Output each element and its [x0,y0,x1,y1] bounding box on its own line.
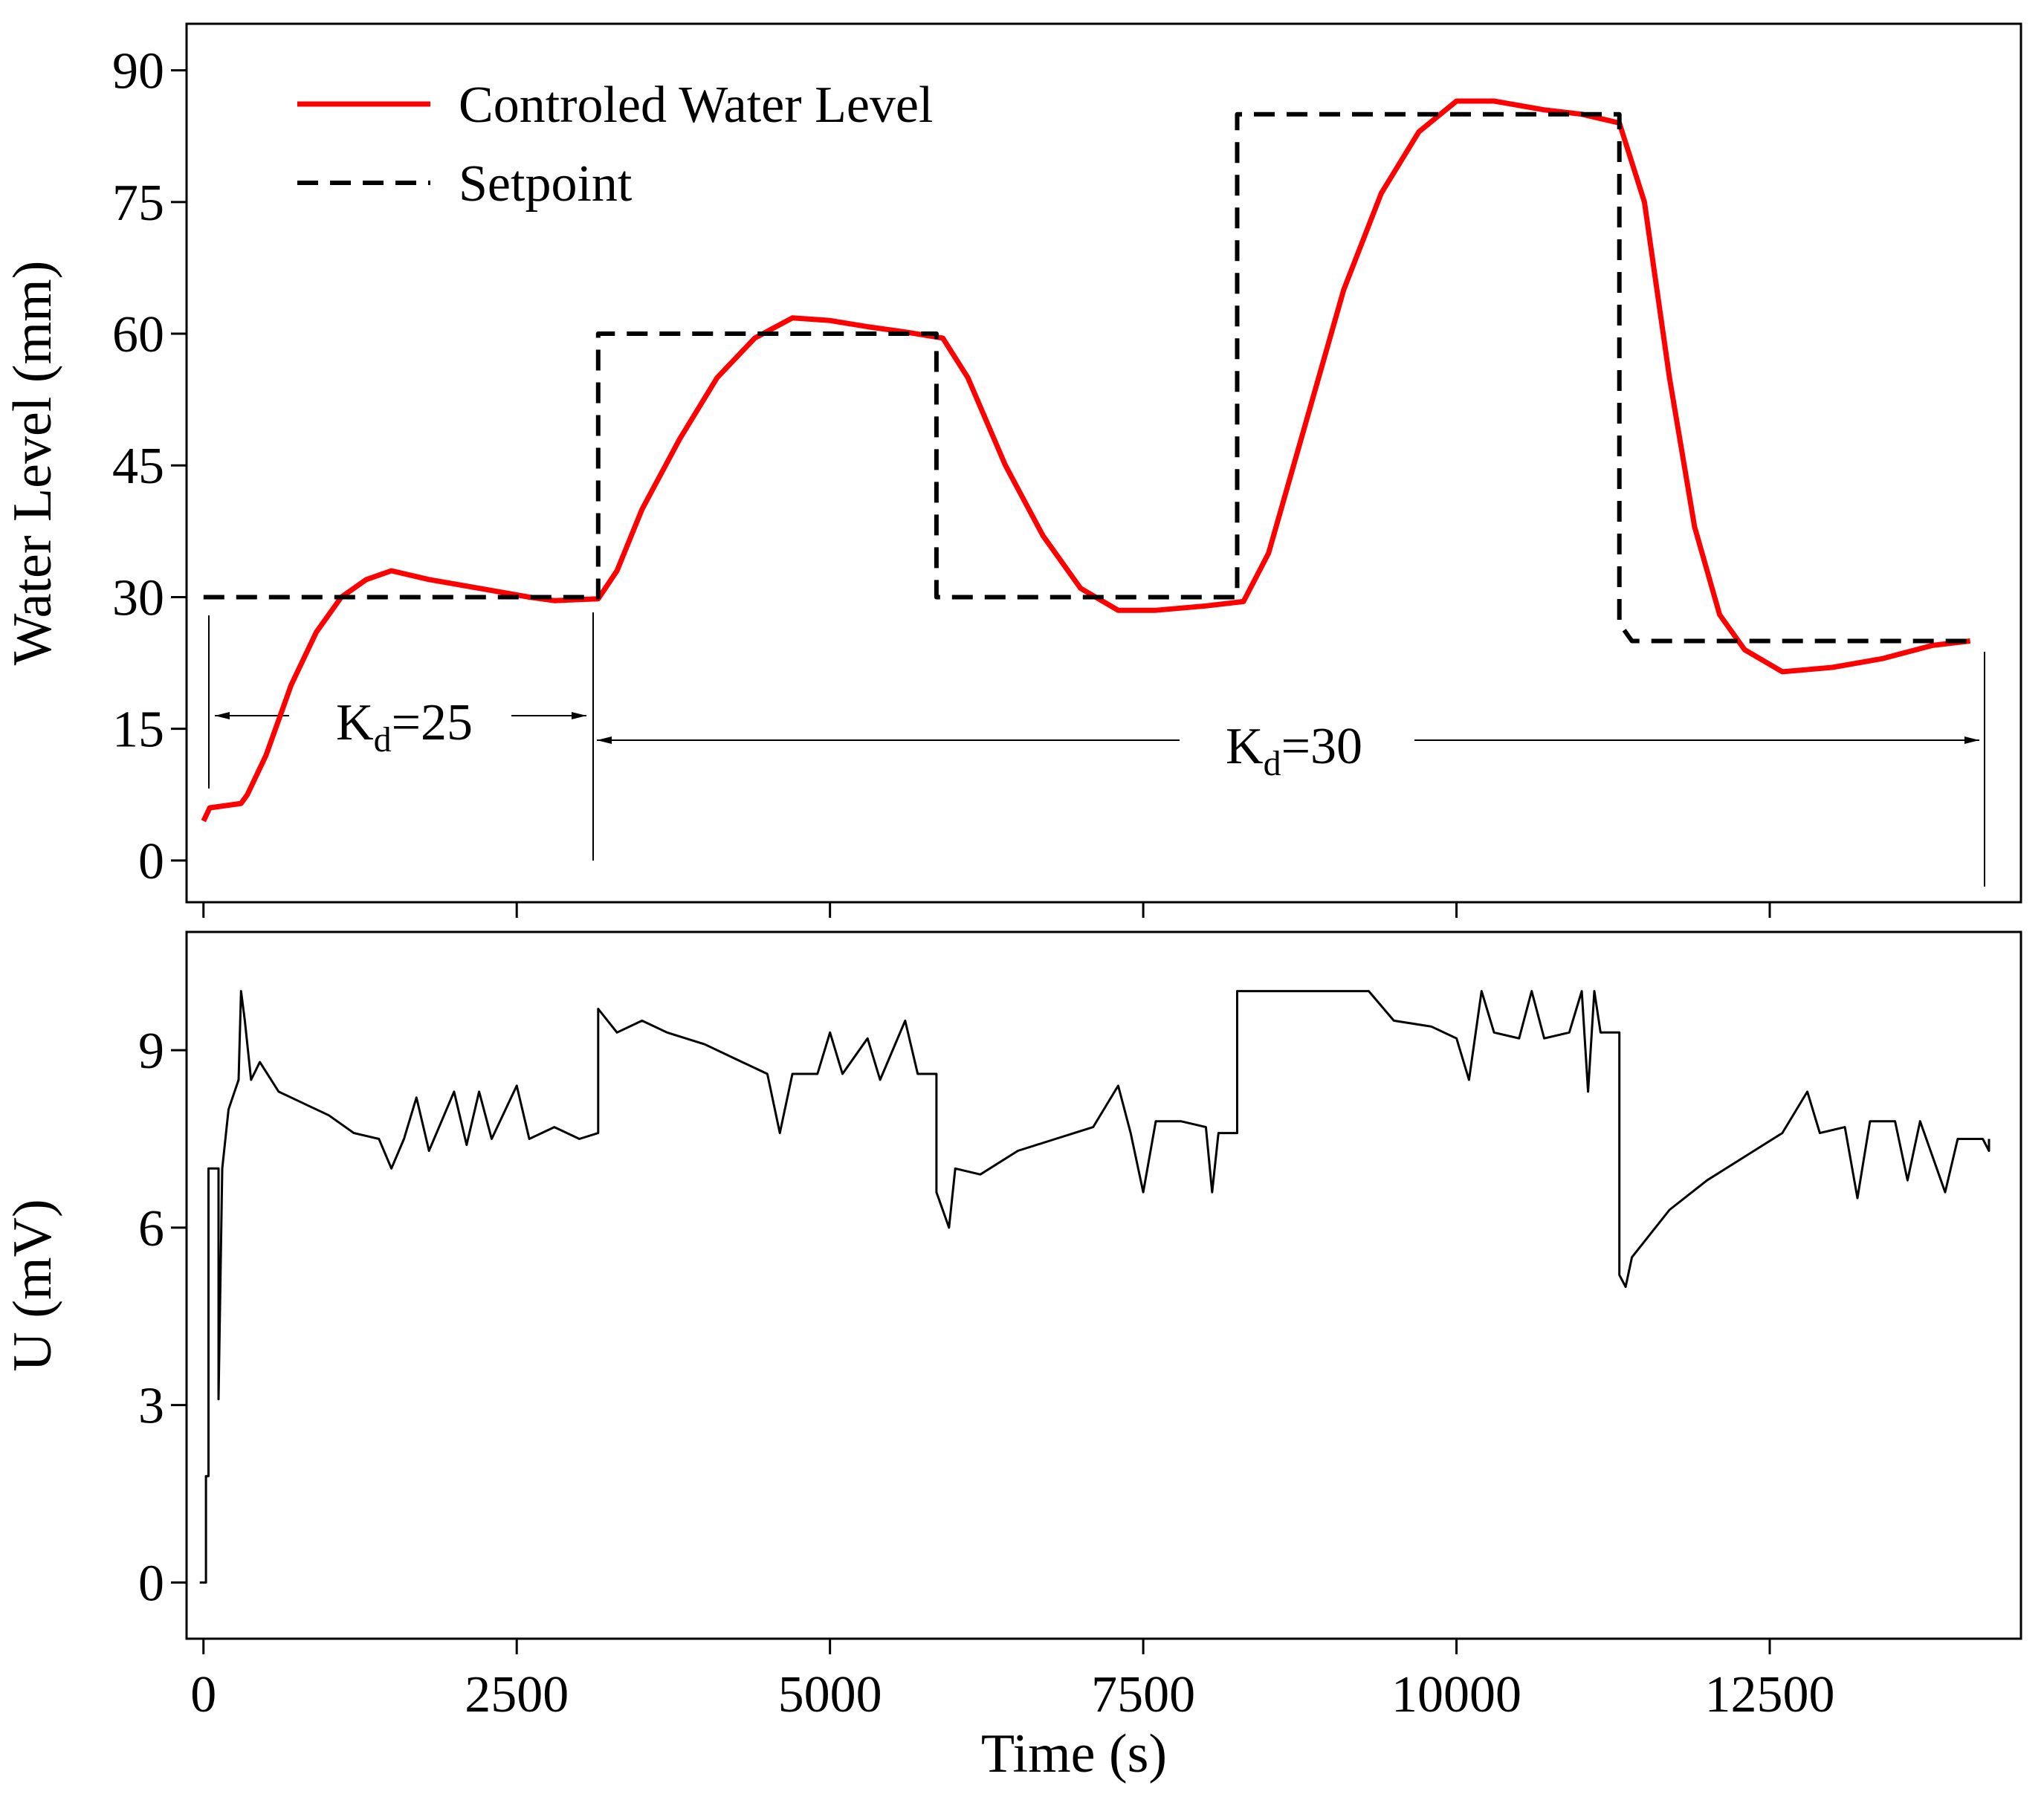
annotation: Kd=25 [336,694,473,760]
y-tick-label: 0 [138,1555,164,1612]
data-line [203,111,1970,644]
y-tick-label: 15 [112,702,164,759]
annotation-part: =30 [1281,718,1362,775]
x-tick-label: 2500 [465,1666,569,1723]
x-tick-label: 7500 [1091,1666,1195,1723]
annotation-sub: d [1264,744,1281,783]
data-line [201,98,1971,823]
annotation-lines [208,612,1985,887]
annotation-part: K [1226,718,1264,775]
data-line [199,990,1990,1584]
plot-frame [185,22,2022,904]
x-tick-label: 0 [190,1666,216,1723]
legend-label: Setpoint [459,155,633,213]
y-tick-label: 6 [138,1200,164,1257]
y-tick-label: 45 [112,438,164,495]
plot-frame [185,930,2022,1640]
y-tick-label: 75 [112,175,164,232]
y-tick-label: 3 [138,1378,164,1435]
x-tick-label: 10000 [1391,1666,1521,1723]
y-tick-label: 30 [112,569,164,626]
legend-label: Controled Water Level [459,77,933,134]
y-tick-label: 60 [112,306,164,363]
annotation-part: =25 [392,694,473,751]
y-tick-label: 90 [112,43,164,100]
x-tick-label: 12500 [1704,1666,1834,1723]
annotation-sub: d [374,720,392,760]
y-axis-title: U (mV) [2,1199,63,1371]
y-tick-label: 9 [138,1023,164,1080]
x-tick-label: 5000 [778,1666,882,1723]
annotation: Kd=30 [1226,718,1362,783]
annotation-part: K [336,694,374,751]
x-axis-title: Time (s) [981,1723,1167,1784]
y-tick-label: 0 [138,833,164,890]
y-axis-title: Water Level (mm) [2,261,63,666]
